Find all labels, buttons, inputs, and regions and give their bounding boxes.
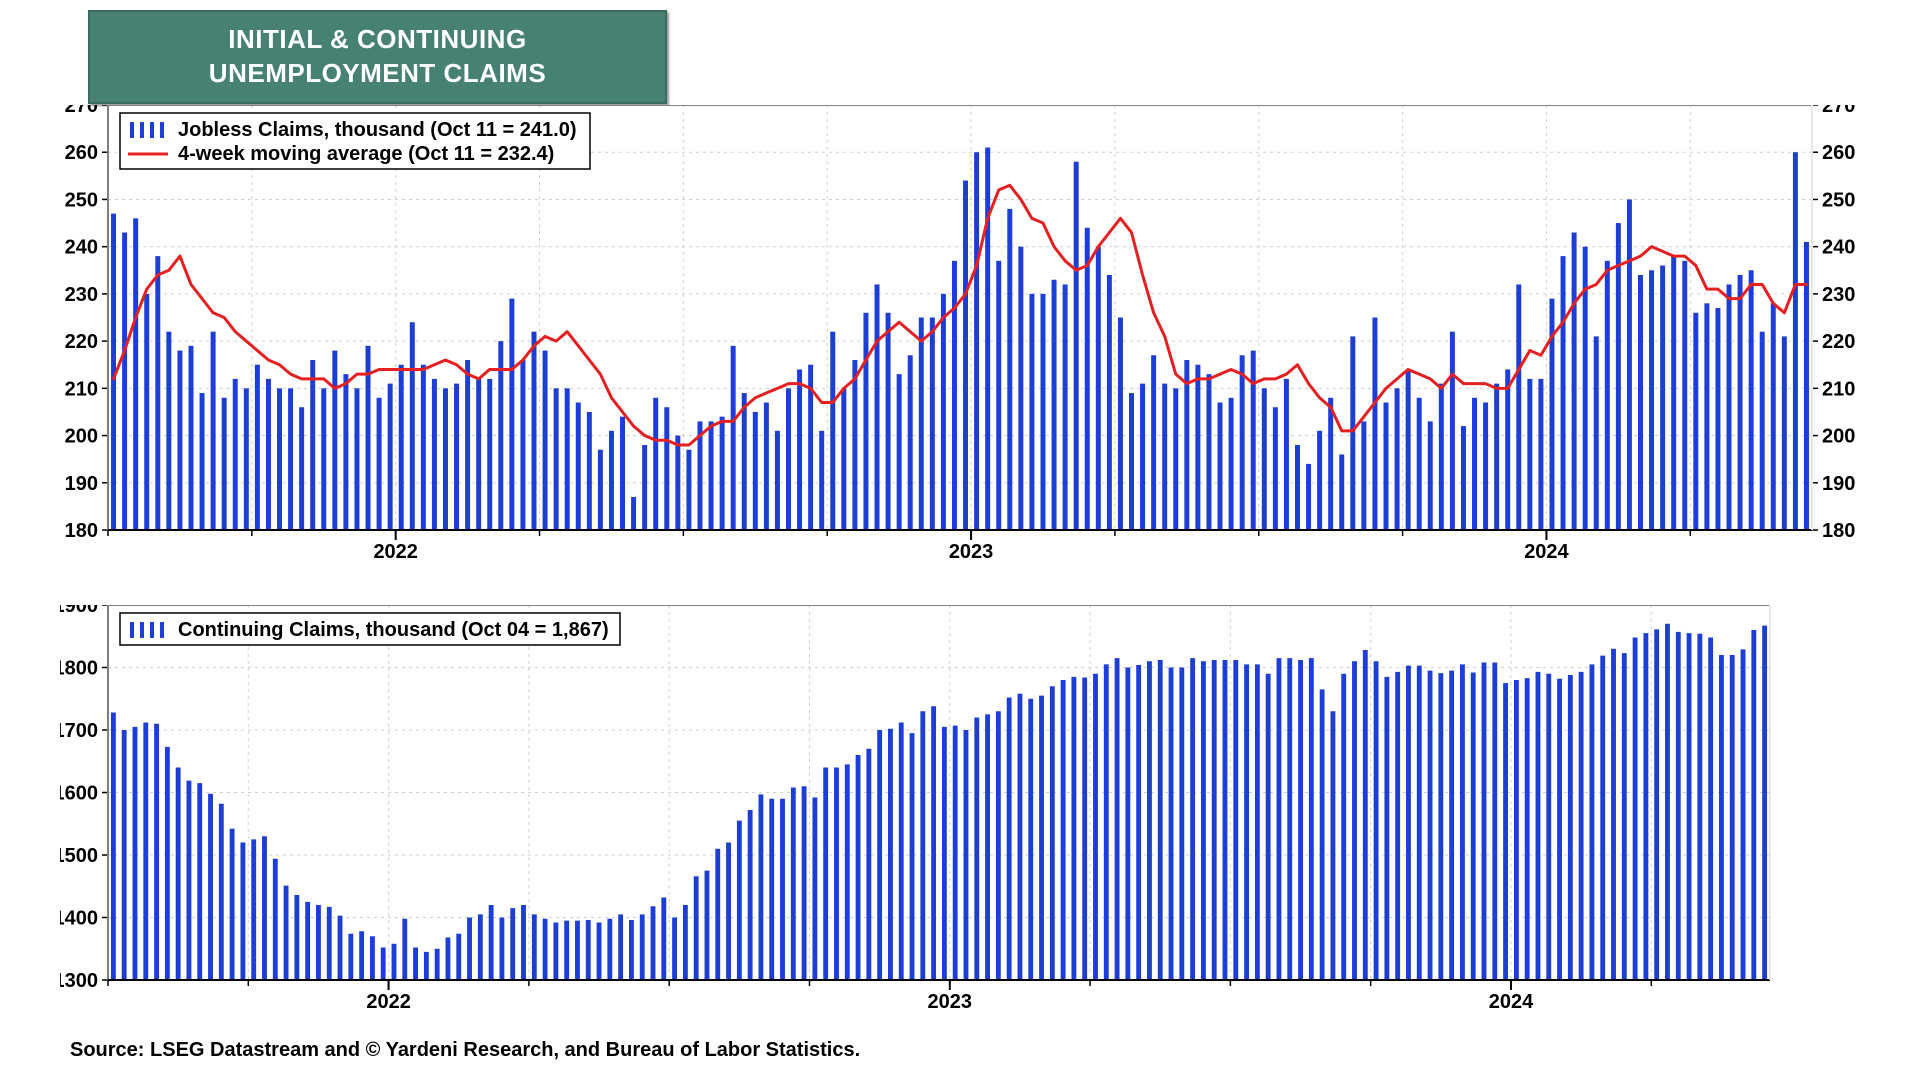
continuing-claims-chart: 1300 1400 1500 1600 1700 1800 1900 2022 2023 2024… (60, 605, 1820, 1010)
svg-text:190: 190 (65, 473, 98, 495)
svg-text:2024: 2024 (1524, 541, 1569, 560)
initial-claims-chart: 180 180 190 190 200 200 210 210 220 220 230 230 240 2… (60, 105, 1860, 560)
title-line-2: UNEMPLOYMENT CLAIMS (209, 57, 546, 91)
svg-text:260: 260 (1822, 142, 1855, 164)
chart-title: INITIAL & CONTINUING UNEMPLOYMENT CLAIMS (88, 10, 667, 104)
svg-text:240: 240 (65, 237, 98, 259)
svg-text:250: 250 (1822, 189, 1855, 211)
svg-text:1800: 1800 (60, 658, 98, 680)
svg-text:2024: 2024 (1489, 991, 1534, 1010)
svg-text:1700: 1700 (60, 720, 98, 742)
svg-text:1400: 1400 (60, 908, 98, 930)
svg-text:200: 200 (1822, 426, 1855, 448)
svg-text:270: 270 (1822, 105, 1855, 117)
svg-text:1300: 1300 (60, 970, 98, 992)
svg-text:2022: 2022 (366, 991, 411, 1010)
svg-text:1500: 1500 (60, 845, 98, 867)
svg-text:2022: 2022 (373, 541, 418, 560)
svg-text:2023: 2023 (928, 991, 973, 1010)
svg-text:220: 220 (65, 331, 98, 353)
source-attribution: Source: LSEG Datastream and © Yardeni Re… (70, 1039, 860, 1062)
svg-text:1900: 1900 (60, 605, 98, 617)
svg-text:210: 210 (1822, 378, 1855, 400)
title-line-1: INITIAL & CONTINUING (209, 23, 546, 57)
svg-text:Jobless Claims, thousand (Oct: Jobless Claims, thousand (Oct 11 = 241.0… (178, 119, 577, 141)
svg-text:260: 260 (65, 142, 98, 164)
svg-text:190: 190 (1822, 473, 1855, 495)
svg-text:1600: 1600 (60, 783, 98, 805)
svg-text:4-week moving average (Oct 11: 4-week moving average (Oct 11 = 232.4) (178, 143, 554, 165)
svg-text:210: 210 (65, 378, 98, 400)
svg-text:230: 230 (65, 284, 98, 306)
svg-text:Continuing Claims, thousand (O: Continuing Claims, thousand (Oct 04 = 1,… (178, 619, 609, 641)
svg-text:180: 180 (1822, 520, 1855, 542)
svg-text:200: 200 (65, 426, 98, 448)
svg-text:180: 180 (65, 520, 98, 542)
svg-text:240: 240 (1822, 237, 1855, 259)
svg-text:270: 270 (65, 105, 98, 117)
svg-text:230: 230 (1822, 284, 1855, 306)
svg-text:2023: 2023 (949, 541, 994, 560)
svg-text:220: 220 (1822, 331, 1855, 353)
svg-text:250: 250 (65, 189, 98, 211)
